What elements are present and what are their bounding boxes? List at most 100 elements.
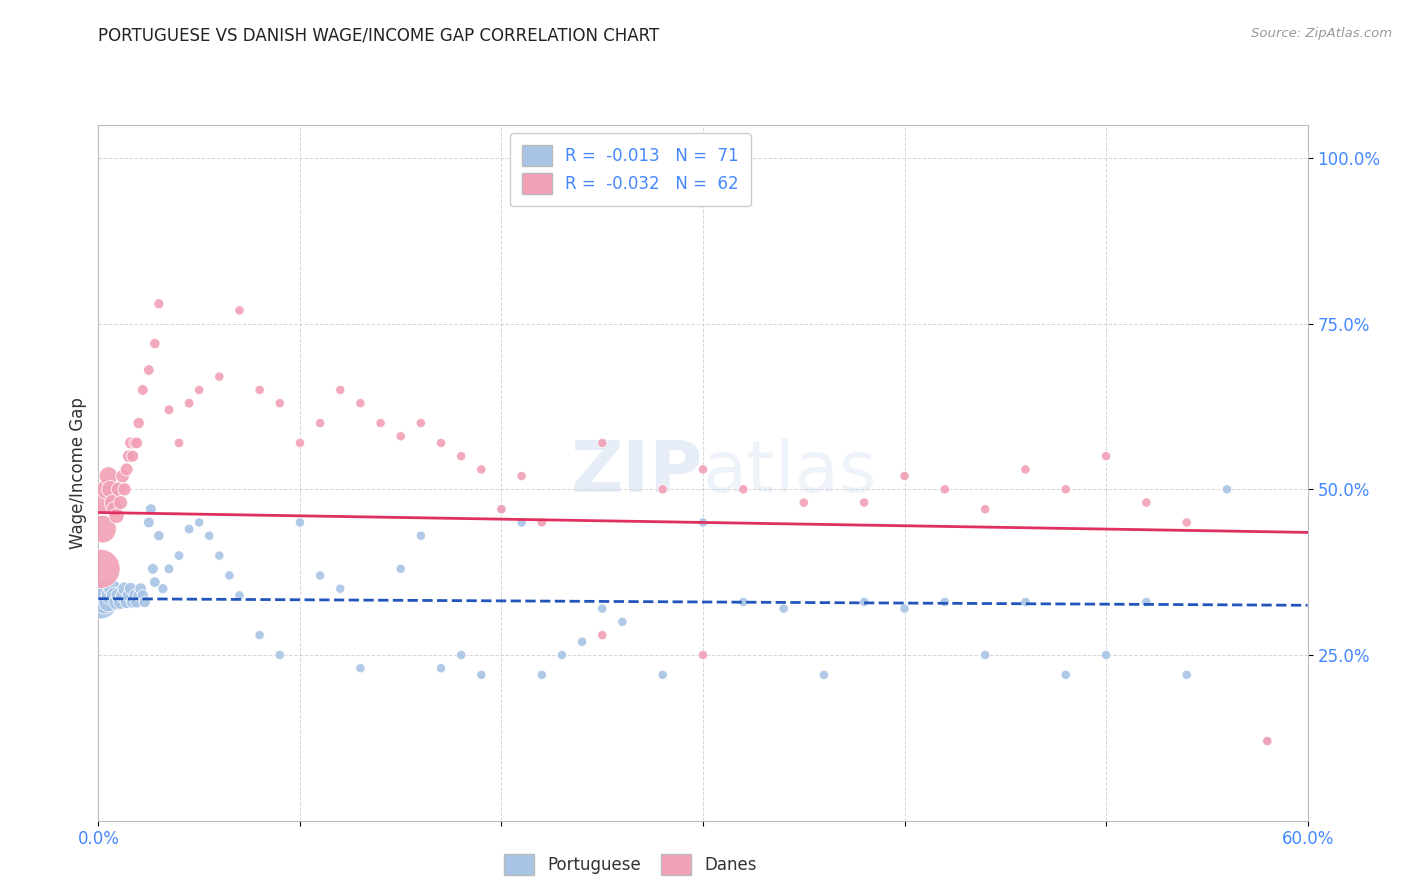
Point: [97, 469, 120, 483]
Point: [733, 483, 755, 497]
Point: [114, 582, 136, 596]
Point: [125, 436, 148, 450]
Point: [1054, 668, 1077, 682]
Point: [157, 562, 180, 576]
Point: [1095, 648, 1118, 662]
Point: [118, 588, 141, 602]
Text: Source: ZipAtlas.com: Source: ZipAtlas.com: [1251, 27, 1392, 40]
Point: [1175, 668, 1198, 682]
Point: [110, 595, 132, 609]
Point: [111, 588, 134, 602]
Point: [409, 529, 432, 543]
Point: [1014, 595, 1036, 609]
Point: [167, 436, 190, 450]
Point: [107, 483, 129, 497]
Point: [813, 668, 835, 682]
Point: [349, 396, 371, 410]
Point: [269, 396, 291, 410]
Point: [1256, 734, 1278, 748]
Text: PORTUGUESE VS DANISH WAGE/INCOME GAP CORRELATION CHART: PORTUGUESE VS DANISH WAGE/INCOME GAP COR…: [98, 27, 659, 45]
Point: [853, 495, 876, 509]
Point: [177, 396, 201, 410]
Point: [142, 562, 165, 576]
Point: [188, 383, 211, 397]
Point: [510, 469, 533, 483]
Point: [143, 575, 166, 590]
Point: [103, 588, 125, 602]
Point: [491, 502, 513, 516]
Point: [114, 483, 136, 497]
Point: [97, 595, 120, 609]
Point: [591, 628, 613, 642]
Point: [89, 562, 111, 576]
Point: [733, 595, 755, 609]
Point: [103, 502, 125, 516]
Point: [128, 416, 150, 430]
Legend: Portuguese, Danes: Portuguese, Danes: [498, 847, 763, 882]
Point: [491, 502, 513, 516]
Point: [793, 495, 815, 509]
Point: [370, 416, 392, 430]
Point: [134, 595, 156, 609]
Point: [692, 462, 714, 476]
Point: [450, 449, 472, 463]
Point: [288, 516, 311, 530]
Point: [974, 502, 997, 516]
Point: [91, 522, 114, 536]
Point: [93, 495, 115, 509]
Point: [551, 648, 574, 662]
Point: [115, 595, 138, 609]
Point: [124, 436, 146, 450]
Point: [1216, 483, 1239, 497]
Point: [132, 588, 155, 602]
Point: [120, 436, 142, 450]
Text: atlas: atlas: [703, 438, 877, 508]
Point: [132, 383, 155, 397]
Point: [249, 383, 271, 397]
Point: [148, 297, 170, 311]
Point: [430, 436, 453, 450]
Point: [651, 668, 673, 682]
Point: [692, 516, 714, 530]
Point: [111, 469, 134, 483]
Point: [110, 495, 132, 509]
Point: [157, 402, 180, 417]
Point: [430, 661, 453, 675]
Point: [1256, 734, 1278, 748]
Point: [510, 516, 533, 530]
Point: [974, 648, 997, 662]
Point: [470, 668, 492, 682]
Point: [101, 582, 124, 596]
Point: [152, 582, 174, 596]
Point: [409, 416, 432, 430]
Point: [218, 568, 240, 582]
Point: [450, 648, 472, 662]
Point: [530, 516, 553, 530]
Text: ZIP: ZIP: [571, 438, 703, 508]
Point: [934, 483, 956, 497]
Point: [249, 628, 271, 642]
Point: [118, 449, 141, 463]
Y-axis label: Wage/Income Gap: Wage/Income Gap: [69, 397, 87, 549]
Point: [129, 582, 152, 596]
Point: [571, 634, 593, 648]
Point: [1095, 449, 1118, 463]
Point: [188, 516, 211, 530]
Point: [148, 529, 170, 543]
Point: [96, 483, 118, 497]
Point: [105, 508, 128, 523]
Point: [228, 303, 250, 318]
Point: [329, 383, 352, 397]
Point: [1175, 516, 1198, 530]
Point: [893, 601, 915, 615]
Point: [128, 588, 150, 602]
Point: [139, 502, 162, 516]
Point: [121, 595, 143, 609]
Point: [167, 549, 190, 563]
Point: [115, 462, 138, 476]
Point: [198, 529, 221, 543]
Point: [101, 495, 124, 509]
Point: [100, 588, 122, 602]
Point: [1054, 483, 1077, 497]
Point: [96, 588, 118, 602]
